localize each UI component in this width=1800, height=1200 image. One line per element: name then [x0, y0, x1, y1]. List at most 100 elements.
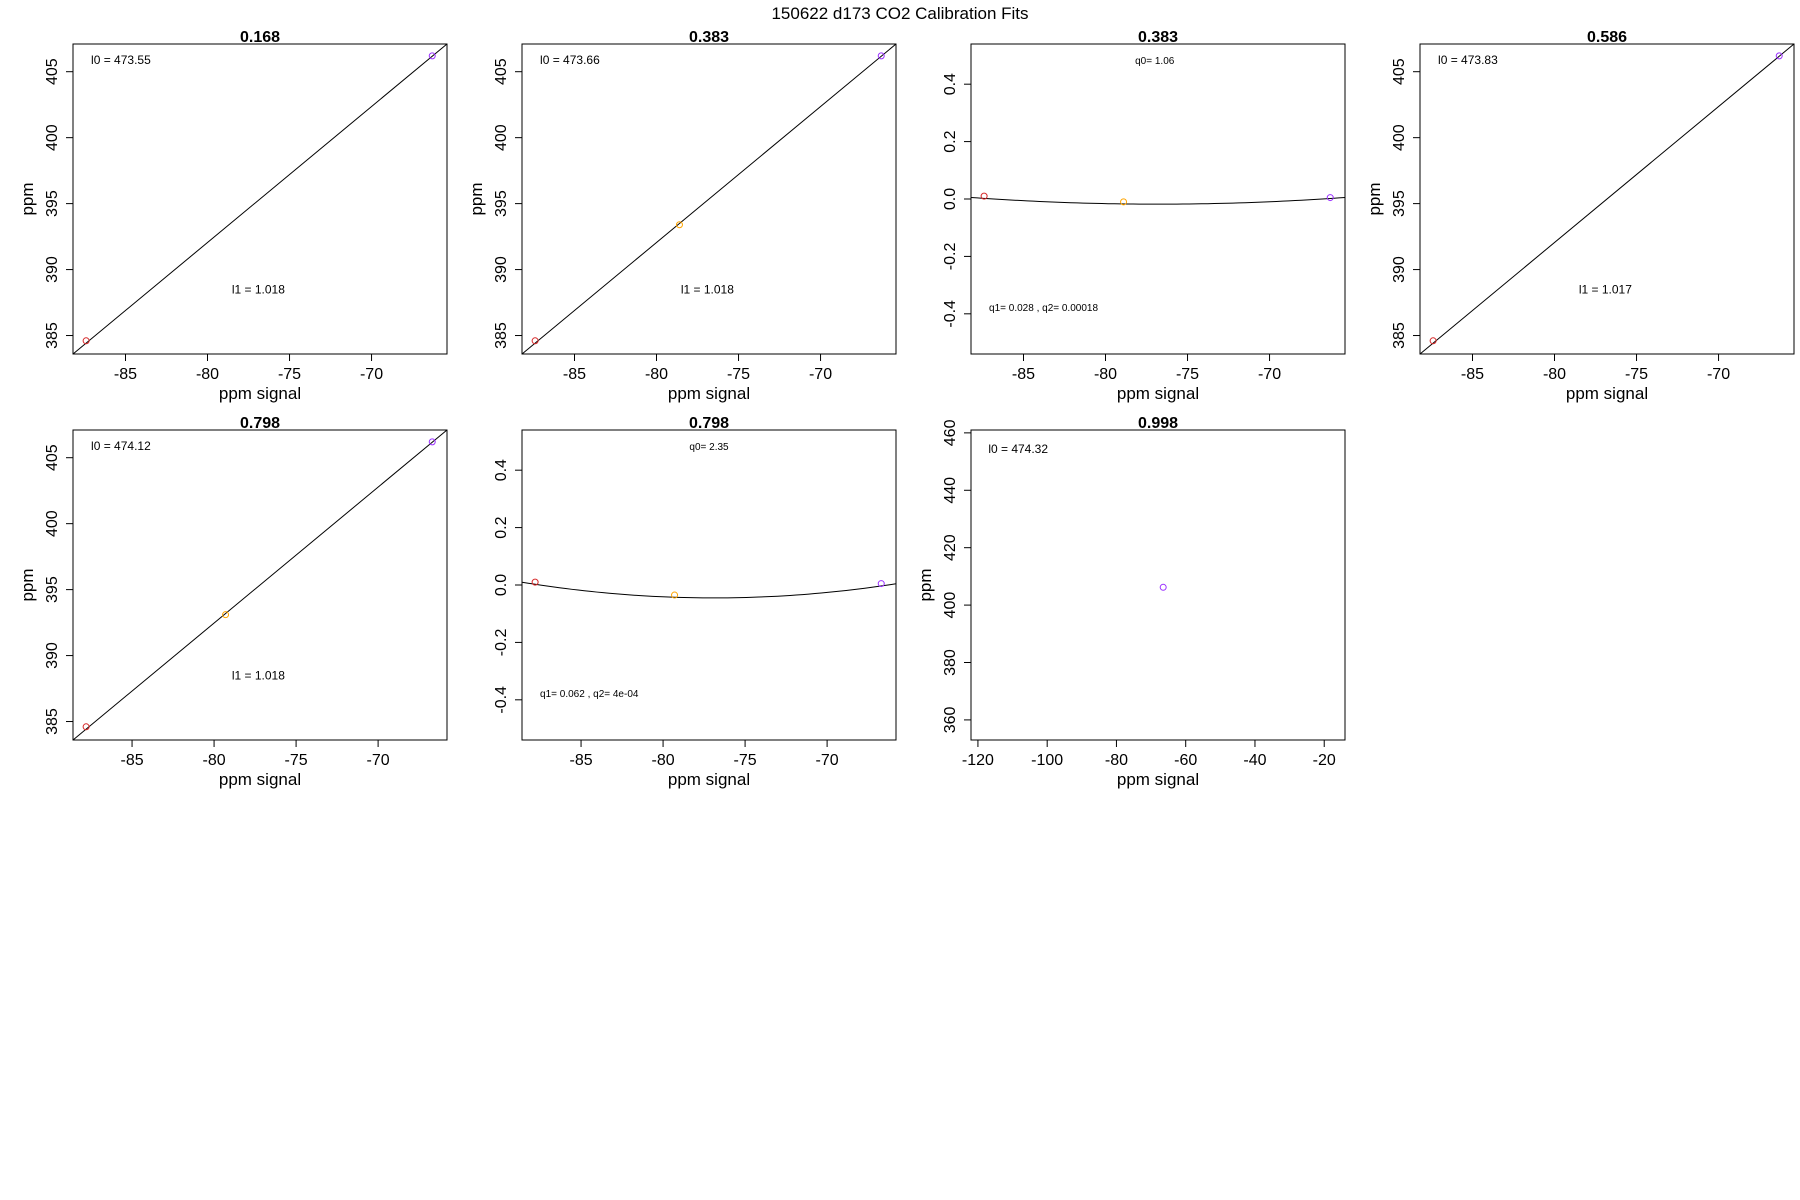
- data-point: [428, 52, 436, 60]
- x-axis-label: ppm signal: [668, 384, 750, 403]
- y-tick-label: 395: [493, 190, 510, 217]
- y-axis-label: ppm: [916, 568, 935, 601]
- panel-title: 0.798: [689, 415, 729, 432]
- fit-annotation: l0 = 474.12: [91, 439, 151, 453]
- x-tick-label: -75: [1625, 366, 1648, 383]
- data-point: [82, 723, 90, 731]
- x-tick-label: -85: [1012, 366, 1035, 383]
- x-tick-label: -80: [196, 366, 219, 383]
- data-point: [1120, 198, 1128, 206]
- y-tick-label: 405: [44, 444, 61, 471]
- y-tick-label: 0.2: [493, 516, 510, 538]
- y-tick-label: 395: [44, 576, 61, 603]
- data-point: [82, 337, 90, 345]
- y-tick-label: 400: [493, 124, 510, 151]
- y-axis-label: ppm: [18, 568, 37, 601]
- x-tick-label: -75: [278, 366, 301, 383]
- panel-4: 0.586 -85 -80 -75 -70 ppm signal 385 390 395 400 4…: [1365, 29, 1795, 403]
- fit-line: [1420, 44, 1794, 354]
- plot-frame: [1419, 43, 1795, 355]
- fit-annotation: l0 = 474.32: [988, 442, 1048, 456]
- panel-1: 0.168 -85 -80 -75 -70 ppm signal 385 390 395 400 4…: [18, 29, 448, 403]
- fit-annotation: l1 = 1.018: [232, 668, 285, 682]
- data-point: [222, 611, 230, 619]
- x-tick-label: -70: [367, 752, 390, 769]
- panel-5: 0.798 -85 -80 -75 -70 ppm signal 385 390 395 400 4…: [18, 415, 448, 789]
- fit-annotation: q0= 2.35: [689, 442, 729, 453]
- fit-line: [522, 44, 896, 354]
- y-tick-label: 395: [44, 190, 61, 217]
- fit-line: [73, 430, 447, 740]
- panel-title: 0.798: [240, 415, 280, 432]
- x-tick-label: -80: [1543, 366, 1566, 383]
- y-tick-label: 390: [44, 642, 61, 669]
- y-tick-label: 400: [942, 592, 959, 619]
- fit-line: [971, 196, 1345, 205]
- y-tick-label: 385: [493, 322, 510, 349]
- y-tick-label: 0.2: [942, 130, 959, 152]
- y-tick-label: -0.2: [942, 243, 959, 271]
- panel-title: 0.998: [1138, 415, 1178, 432]
- y-tick-label: 400: [44, 510, 61, 537]
- y-tick-label: 0.0: [942, 188, 959, 210]
- panels: 0.168 -85 -80 -75 -70 ppm signal 385 390 395 400 4…: [18, 29, 1795, 789]
- x-tick-label: -75: [285, 752, 308, 769]
- data-point: [1326, 194, 1334, 202]
- y-tick-label: 420: [942, 534, 959, 561]
- y-tick-label: 405: [493, 58, 510, 85]
- x-tick-label: -120: [962, 752, 994, 769]
- y-axis-label: ppm: [1365, 182, 1384, 215]
- y-tick-label: 400: [44, 124, 61, 151]
- x-tick-label: -70: [1258, 366, 1281, 383]
- x-tick-label: -80: [1105, 752, 1128, 769]
- x-tick-label: -75: [1176, 366, 1199, 383]
- data-point: [877, 580, 885, 588]
- y-tick-label: 440: [942, 477, 959, 504]
- fit-annotation: l0 = 473.66: [540, 53, 600, 67]
- y-axis-label: ppm: [467, 182, 486, 215]
- y-tick-label: 400: [1391, 124, 1408, 151]
- panel-title: 0.383: [689, 29, 729, 46]
- x-tick-label: -40: [1243, 752, 1266, 769]
- y-tick-label: 405: [1391, 58, 1408, 85]
- x-tick-label: -60: [1174, 752, 1197, 769]
- data-point: [671, 591, 679, 599]
- data-point: [531, 578, 539, 586]
- y-tick-label: 385: [44, 708, 61, 735]
- panel-title: 0.383: [1138, 29, 1178, 46]
- y-tick-label: 380: [942, 649, 959, 676]
- figure-title: 150622 d173 CO2 Calibration Fits: [771, 4, 1028, 23]
- y-tick-label: 360: [942, 706, 959, 733]
- data-point: [1775, 52, 1783, 60]
- fit-line: [73, 44, 447, 354]
- panel-title: 0.586: [1587, 29, 1627, 46]
- x-axis-label: ppm signal: [1566, 384, 1648, 403]
- y-tick-label: 385: [1391, 322, 1408, 349]
- x-axis-label: ppm signal: [668, 770, 750, 789]
- x-tick-label: -85: [120, 752, 143, 769]
- data-point: [531, 337, 539, 345]
- y-tick-label: -0.4: [942, 300, 959, 328]
- y-tick-label: 0.4: [493, 459, 510, 481]
- data-point: [980, 192, 988, 200]
- x-axis-label: ppm signal: [1117, 384, 1199, 403]
- fit-annotation: l0 = 473.83: [1438, 53, 1498, 67]
- y-tick-label: 0.4: [942, 73, 959, 95]
- plot-frame: [970, 429, 1346, 741]
- plot-frame: [72, 429, 448, 741]
- fit-annotation: q0= 1.06: [1135, 56, 1175, 67]
- x-tick-label: -80: [645, 366, 668, 383]
- x-tick-label: -80: [1094, 366, 1117, 383]
- plot-frame: [521, 43, 897, 355]
- x-tick-label: -85: [569, 752, 592, 769]
- y-tick-label: 460: [942, 419, 959, 446]
- y-tick-label: -0.2: [493, 629, 510, 657]
- data-point: [675, 221, 683, 229]
- panel-2: 0.383 -85 -80 -75 -70 ppm signal 385 390 395 400 4…: [467, 29, 897, 403]
- data-point: [1429, 337, 1437, 345]
- x-tick-label: -75: [734, 752, 757, 769]
- plot-frame: [72, 43, 448, 355]
- x-axis-label: ppm signal: [219, 384, 301, 403]
- x-tick-label: -20: [1313, 752, 1336, 769]
